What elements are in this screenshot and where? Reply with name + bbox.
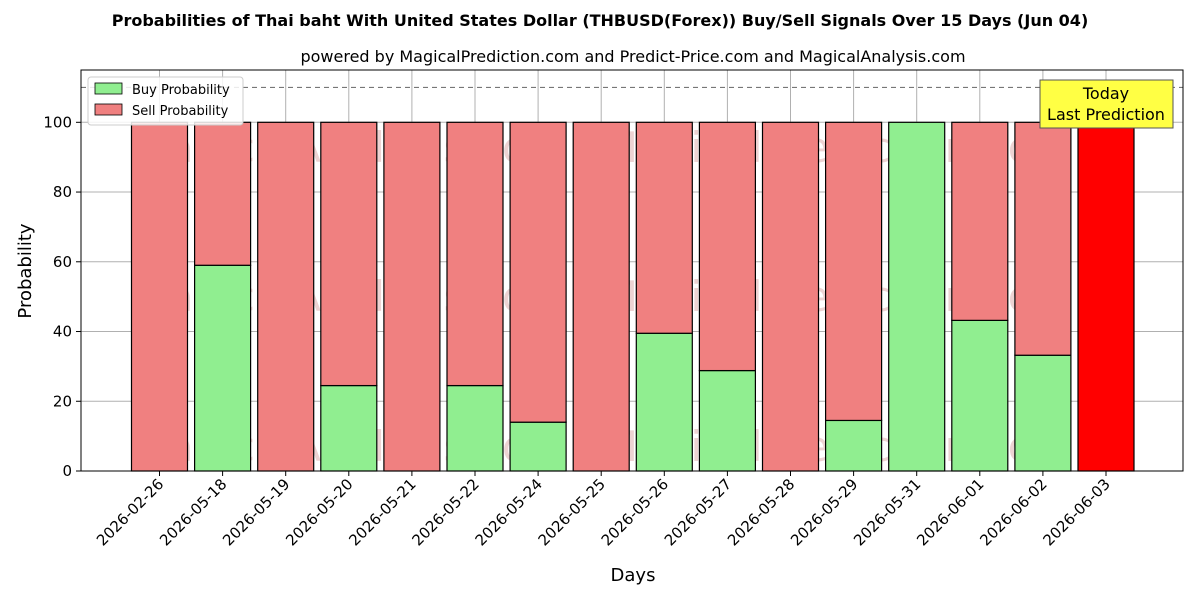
legend-sell-label: Sell Probability <box>132 104 229 119</box>
x-tick-label: 2026-06-02 <box>976 475 1050 549</box>
x-tick-label: 2026-06-01 <box>913 475 987 549</box>
y-tick-label: 40 <box>53 323 72 341</box>
buy-bar <box>1014 354 1072 472</box>
buy-bar <box>446 384 504 472</box>
x-tick-label: 2026-06-03 <box>1039 475 1113 549</box>
y-tick-label: 60 <box>53 253 72 271</box>
y-axis-label: Probability <box>15 223 36 318</box>
sell-bar <box>824 121 883 422</box>
sell-bar <box>194 121 252 266</box>
buy-bar <box>194 264 252 472</box>
x-tick-label: 2026-05-19 <box>219 475 293 549</box>
x-axis-label: Days <box>611 565 656 586</box>
x-tick-label: 2026-05-21 <box>345 475 419 549</box>
x-tick-label: 2026-05-20 <box>282 475 356 549</box>
x-tick-label: 2026-05-24 <box>472 475 546 549</box>
x-tick-label: 2026-05-31 <box>850 475 924 549</box>
sell-bar <box>130 121 189 472</box>
legend: Buy Probability Sell Probability <box>87 76 244 126</box>
buy-bar <box>320 384 378 472</box>
buy-bar <box>635 332 693 472</box>
callout-line2: Last Prediction <box>1047 105 1165 124</box>
y-tick-label: 20 <box>53 392 72 410</box>
y-tick-label: 0 <box>62 462 72 480</box>
legend-sell-swatch <box>94 103 123 116</box>
sell-bar <box>383 121 441 472</box>
plot-frame <box>80 69 1184 472</box>
sell-bar <box>257 121 315 472</box>
sell-bar <box>698 121 757 372</box>
y-tick-label: 100 <box>43 113 72 131</box>
x-tick-label: 2026-05-22 <box>408 475 482 549</box>
x-tick-label: 2026-05-29 <box>787 475 861 549</box>
chart-title: Probabilities of Thai baht With United S… <box>112 11 1089 30</box>
x-tick-label: 2026-05-26 <box>598 475 672 549</box>
x-axis-ticks: 2026-02-262026-05-182026-05-192026-05-20… <box>93 471 1114 549</box>
sell-bar <box>446 121 504 387</box>
today-sell-bar <box>1077 121 1135 472</box>
legend-buy-swatch <box>94 82 123 95</box>
x-tick-label: 2026-05-18 <box>156 475 230 549</box>
sell-bar <box>572 121 630 472</box>
y-axis-ticks: 0 20 40 60 80 100 <box>43 113 81 480</box>
callout-line1: Today <box>1082 84 1129 103</box>
buy-bar <box>824 419 883 472</box>
buy-bar <box>951 319 1009 472</box>
x-tick-label: 2026-05-27 <box>661 475 735 549</box>
x-tick-label: 2026-02-26 <box>93 475 167 549</box>
legend-buy-label: Buy Probability <box>132 83 230 98</box>
today-callout: Today Last Prediction <box>1039 79 1174 129</box>
sell-bar <box>1014 121 1072 356</box>
chart-subtitle: powered by MagicalPrediction.com and Pre… <box>300 47 965 66</box>
sell-bar <box>320 121 378 387</box>
x-tick-label: 2026-05-25 <box>535 475 609 549</box>
buy-bar <box>509 421 567 472</box>
y-tick-label: 80 <box>53 183 72 201</box>
buy-bar <box>698 369 757 472</box>
bars-layer <box>130 121 1135 472</box>
legend-box <box>87 76 244 126</box>
sell-bar <box>509 121 567 423</box>
x-tick-label: 2026-05-28 <box>724 475 798 549</box>
sell-bar <box>635 121 693 334</box>
sell-bar <box>761 121 820 472</box>
sell-bar <box>951 121 1009 321</box>
callout-box <box>1039 79 1174 129</box>
buy-bar <box>888 121 946 472</box>
